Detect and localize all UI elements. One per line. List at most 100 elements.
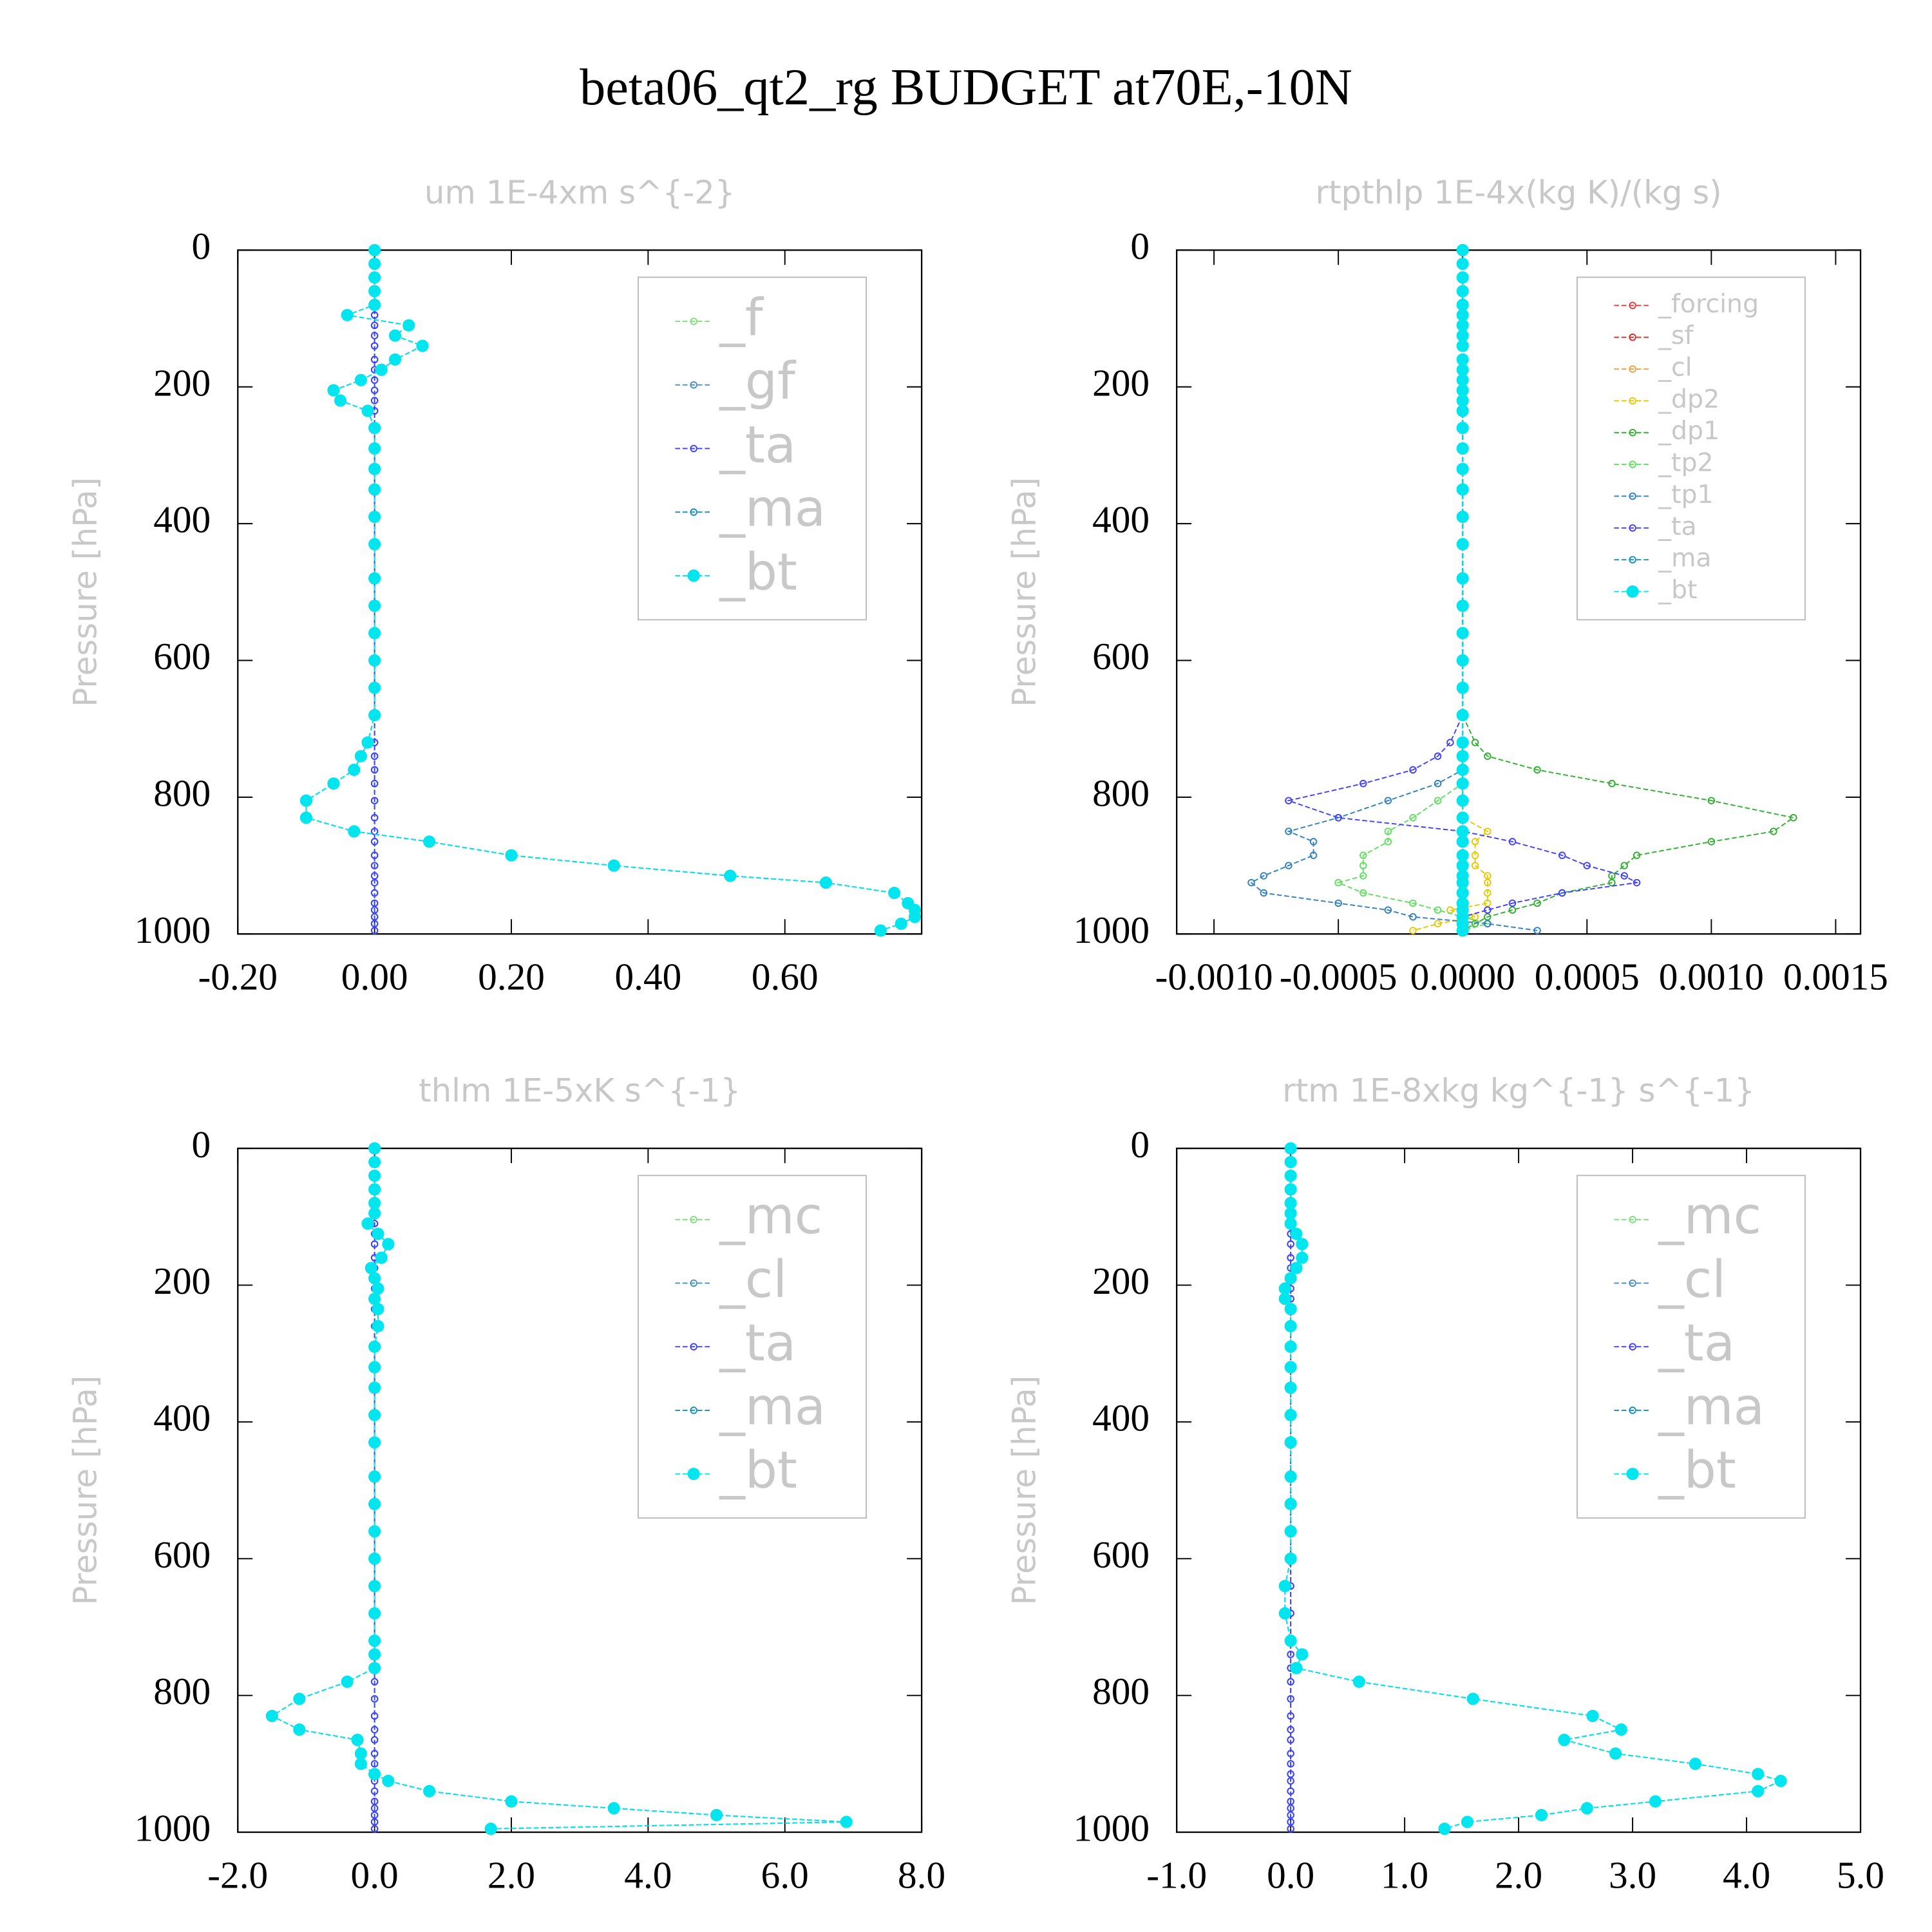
data-point: [368, 1197, 381, 1209]
data-point: [1409, 766, 1417, 774]
data-point: [1456, 599, 1469, 612]
data-point: [368, 654, 381, 667]
data-point: [1484, 828, 1492, 835]
data-point: [1580, 1802, 1593, 1815]
data-point: [354, 750, 367, 762]
data-point: [354, 1757, 367, 1770]
data-point: [1456, 374, 1469, 386]
data-point: [1456, 384, 1469, 397]
legend-marker: [690, 1216, 697, 1224]
data-point: [1533, 927, 1541, 934]
data-point: [1608, 878, 1616, 887]
data-point: [372, 1227, 384, 1240]
data-point: [1649, 1795, 1662, 1808]
y-tick-label: 400: [1092, 1397, 1150, 1439]
data-point: [1284, 1217, 1297, 1230]
data-point: [327, 384, 340, 397]
data-point: [874, 924, 887, 937]
legend-label: _cl: [1658, 353, 1692, 383]
y-tick-label: 800: [1092, 1670, 1150, 1712]
legend-label: _f: [719, 288, 764, 347]
data-point: [1287, 1824, 1294, 1833]
data-point: [368, 243, 381, 256]
data-point: [1284, 1340, 1297, 1353]
data-point: [1456, 777, 1469, 790]
data-point: [1633, 851, 1641, 859]
legend-marker: [1629, 524, 1636, 532]
data-point: [1456, 243, 1469, 256]
data-point: [370, 1695, 379, 1703]
x-tick-label: -1.0: [1146, 1853, 1207, 1896]
data-point: [1456, 849, 1469, 862]
data-point: [368, 1648, 381, 1661]
data-point: [370, 1760, 379, 1768]
legend-label: _ta: [1658, 1314, 1735, 1373]
data-point: [1359, 851, 1367, 859]
data-point: [299, 811, 313, 824]
data-point: [1438, 1823, 1451, 1835]
data-point: [1456, 308, 1469, 321]
data-point: [1284, 1361, 1297, 1374]
x-tick-label: 0.0015: [1783, 956, 1888, 998]
legend-label: _mc: [719, 1186, 822, 1245]
legend-label: _tp2: [1658, 448, 1713, 478]
data-point: [370, 342, 379, 350]
x-tick-label: 2.0: [1495, 1853, 1542, 1896]
data-point: [370, 779, 379, 788]
panel: um 1E-4xm s^{-2} Pressure [hPa] 0 200 400 600…: [66, 174, 923, 998]
legend-marker: [690, 444, 697, 453]
data-point: [1284, 1525, 1297, 1538]
data-point: [1359, 862, 1367, 869]
data-point: [1533, 766, 1541, 774]
data-point: [370, 1797, 379, 1805]
data-point: [1456, 329, 1469, 342]
data-point: [1284, 1381, 1297, 1394]
data-point: [368, 271, 381, 284]
data-point: [370, 1736, 379, 1744]
data-point: [1456, 736, 1469, 749]
data-point: [1287, 1760, 1294, 1768]
data-point: [1586, 1709, 1599, 1723]
x-tick-label: 0.0: [351, 1853, 399, 1896]
data-point: [1290, 1662, 1303, 1674]
legend-marker: [1629, 492, 1636, 500]
data-point: [607, 1802, 620, 1815]
data-point: [361, 404, 374, 417]
data-point: [1284, 1303, 1297, 1316]
legend-marker: [687, 569, 700, 582]
x-tick-label: 2.0: [488, 1853, 535, 1896]
x-tick-label: 1.0: [1381, 1853, 1428, 1896]
data-point: [368, 1381, 381, 1394]
y-tick-label: 400: [153, 1397, 211, 1439]
data-point: [840, 1815, 853, 1828]
data-point: [368, 1207, 381, 1220]
y-tick-label: 200: [153, 361, 211, 404]
data-point: [1456, 363, 1469, 376]
data-point: [370, 889, 379, 897]
data-point: [1620, 872, 1628, 880]
legend-marker: [1629, 429, 1636, 437]
data-point: [1752, 1768, 1765, 1781]
x-tick-label: -2.0: [207, 1853, 268, 1896]
data-point: [1471, 851, 1479, 859]
data-point: [368, 1340, 381, 1353]
panel-title: um 1E-4xm s^{-2}: [424, 174, 735, 211]
data-point: [1456, 794, 1469, 807]
data-point: [423, 835, 436, 848]
data-point: [351, 1734, 364, 1747]
data-point: [370, 913, 379, 921]
data-point: [1334, 878, 1342, 887]
legend-label: _tp1: [1658, 480, 1713, 509]
data-point: [368, 1768, 381, 1781]
data-point: [370, 321, 379, 329]
data-point: [368, 442, 381, 455]
x-tick-label: 8.0: [898, 1853, 945, 1896]
legend-marker: [1629, 333, 1636, 341]
y-tick-label: 400: [1092, 498, 1150, 541]
data-point: [1471, 739, 1479, 746]
y-tick-label: 600: [1092, 1533, 1150, 1576]
data-point: [1287, 1797, 1294, 1805]
data-point: [1461, 1815, 1474, 1828]
data-point: [1287, 1712, 1294, 1720]
data-point: [1284, 1142, 1297, 1155]
